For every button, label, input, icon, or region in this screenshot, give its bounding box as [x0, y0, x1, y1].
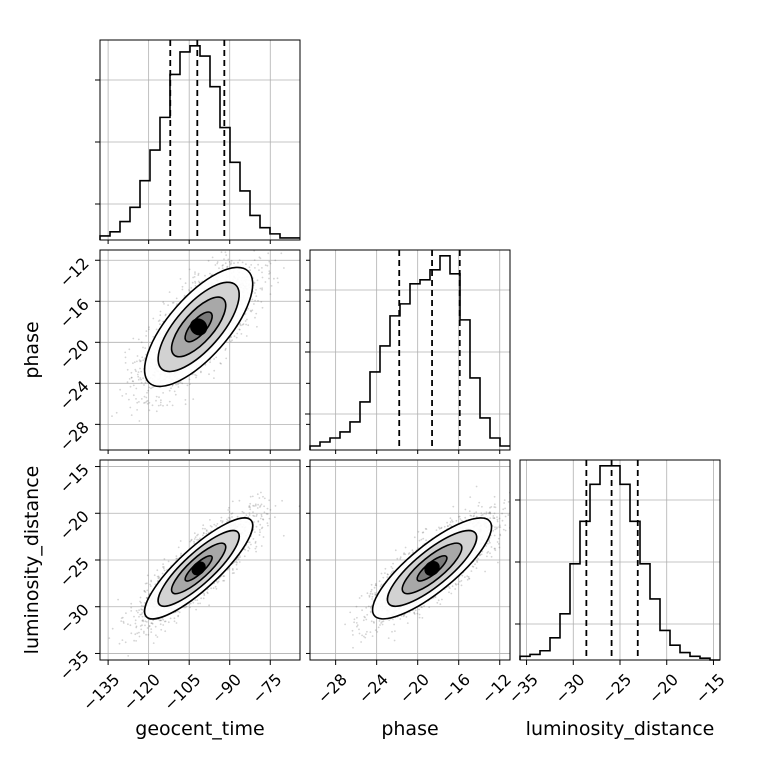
y-tick-label-phase: −24	[56, 377, 93, 414]
y-tick-label-luminosity_distance: −30	[56, 600, 93, 637]
histogram-panel-luminosity_distance	[515, 460, 720, 661]
x-tick-label-phase: −28	[314, 670, 351, 707]
histogram-bar	[380, 346, 390, 450]
histogram-bar	[410, 284, 420, 450]
histogram-bar	[650, 599, 660, 660]
histogram-bar	[360, 402, 370, 450]
y-tick-label-luminosity_distance: −25	[56, 553, 93, 590]
density-peak	[191, 561, 206, 576]
histogram-panel-geocent_time	[95, 40, 300, 240]
histogram-bar	[160, 117, 170, 240]
y-axis-title-phase: phase	[21, 321, 43, 378]
histogram-bar	[590, 484, 600, 660]
x-tick-label-phase: −20	[396, 670, 433, 707]
x-axis-title-luminosity_distance: luminosity_distance	[526, 718, 715, 740]
scatter-content	[111, 250, 285, 422]
histogram-bar	[190, 46, 200, 240]
histogram-bar	[670, 645, 680, 660]
scatter-content	[344, 485, 510, 649]
histogram-bar	[330, 438, 340, 450]
histogram-bar	[570, 564, 580, 660]
y-tick-label-luminosity_distance: −35	[56, 647, 93, 684]
density-peak	[190, 318, 208, 336]
histogram-bar	[540, 651, 550, 660]
histogram-bar	[210, 87, 220, 240]
histogram-step-line	[519, 465, 720, 661]
histogram-bar	[560, 614, 570, 660]
x-tick-label-geocent_time: −90	[208, 670, 245, 707]
x-tick-label-luminosity_distance: −30	[551, 670, 588, 707]
x-tick-label-luminosity_distance: −20	[645, 670, 682, 707]
histogram-bar	[580, 521, 590, 660]
histogram-frame	[309, 249, 511, 451]
histogram-bar	[640, 564, 650, 660]
histogram-bar	[490, 438, 500, 450]
y-tick-label-phase: −16	[56, 295, 93, 332]
x-axis-title-phase: phase	[381, 718, 438, 740]
y-tick-label-phase: −20	[56, 336, 93, 373]
histogram-bar	[260, 228, 270, 240]
x-tick-label-luminosity_distance: −35	[505, 670, 542, 707]
histogram-bar	[440, 256, 450, 450]
histogram-bar	[620, 484, 630, 660]
y-tick-label-phase: −12	[56, 254, 93, 291]
histogram-bar	[370, 372, 380, 450]
histogram-bar	[660, 630, 670, 660]
density-peak	[424, 560, 440, 576]
scatter-panel-geocent_time-luminosity_distance	[100, 460, 300, 660]
histogram-bar	[600, 466, 610, 660]
x-tick-label-phase: −24	[355, 670, 392, 707]
x-tick-label-geocent_time: −120	[119, 670, 164, 715]
histogram-bar	[340, 432, 350, 450]
y-tick-label-luminosity_distance: −15	[56, 460, 93, 497]
histogram-bar	[230, 162, 240, 240]
histogram-bar	[400, 304, 410, 450]
histogram-bar	[480, 418, 490, 450]
x-tick-label-luminosity_distance: −25	[598, 670, 635, 707]
histogram-bar	[110, 232, 120, 240]
scatter-frame	[99, 249, 301, 451]
y-tick-label-luminosity_distance: −20	[56, 507, 93, 544]
scatter-panel-phase-luminosity_distance	[310, 460, 510, 660]
histogram-bar	[120, 222, 130, 240]
x-tick-label-phase: −16	[437, 670, 474, 707]
x-tick-label-geocent_time: −105	[160, 670, 205, 715]
y-axis-title-luminosity_distance: luminosity_distance	[21, 466, 43, 655]
x-axis-title-geocent_time: geocent_time	[135, 718, 264, 740]
scatter-content	[108, 491, 300, 657]
histogram-bar	[460, 320, 470, 450]
histogram-bar	[130, 207, 140, 240]
histogram-bar	[320, 442, 330, 450]
histogram-bar	[680, 653, 690, 660]
histogram-bar	[420, 280, 430, 450]
histogram-frame	[99, 39, 301, 241]
x-tick-label-geocent_time: −75	[248, 670, 285, 707]
histogram-bar	[350, 422, 360, 450]
histogram-bar	[170, 74, 180, 240]
histogram-bar	[530, 654, 540, 660]
histogram-panel-phase	[305, 250, 510, 450]
histogram-bar	[550, 638, 560, 660]
y-tick-label-phase: −28	[56, 418, 93, 455]
histogram-step-line	[309, 255, 510, 450]
scatter-panel-geocent_time-phase	[100, 250, 300, 450]
histogram-step-line	[99, 45, 300, 240]
histogram-bar	[270, 234, 280, 240]
x-tick-label-geocent_time: −135	[79, 670, 124, 715]
histogram-bar	[240, 191, 250, 240]
histogram-bar	[250, 215, 260, 240]
histogram-bar	[200, 56, 210, 240]
histogram-bar	[150, 150, 160, 240]
x-tick-label-luminosity_distance: −15	[691, 670, 728, 707]
